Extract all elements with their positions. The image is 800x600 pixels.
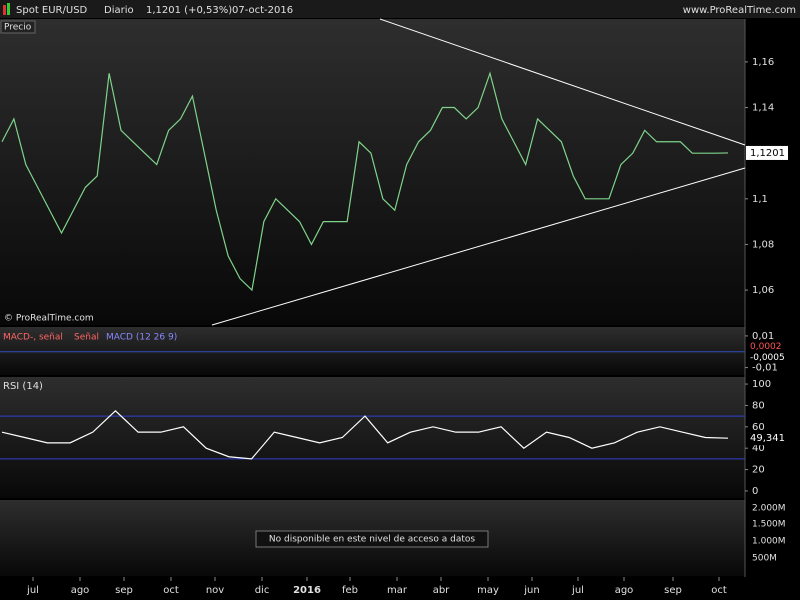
last-value-box xyxy=(746,431,788,446)
macd-panel xyxy=(0,327,745,375)
x-tick-label: sep xyxy=(664,585,682,596)
label-box xyxy=(0,20,36,34)
y-tick-label: 20 xyxy=(752,465,765,476)
x-tick-label: ago xyxy=(71,585,90,596)
trend-line xyxy=(211,167,746,326)
x-tick-label: feb xyxy=(342,585,358,596)
x-tick-label: sep xyxy=(115,585,133,596)
y-tick-label: 2.000M xyxy=(752,504,786,514)
series-line xyxy=(1,409,729,460)
price-panel xyxy=(0,19,745,325)
y-tick-label: 100 xyxy=(752,379,771,390)
x-tick-label: dic xyxy=(255,585,270,596)
y-tick-label: 1.500M xyxy=(752,520,786,530)
macd-label: Señal xyxy=(74,333,99,343)
x-tick-label: mar xyxy=(387,585,408,596)
x-tick-label: jul xyxy=(26,585,39,596)
x-tick-label: abr xyxy=(433,585,450,596)
x-tick-label: oct xyxy=(163,585,179,596)
watermark: © ProRealTime.com xyxy=(4,314,94,324)
y-tick-label: 80 xyxy=(752,400,765,411)
y-tick-label: -0,01 xyxy=(752,363,778,374)
panel-label: Precio xyxy=(4,23,32,33)
y-tick-label: 1.000M xyxy=(752,537,786,547)
message-box xyxy=(255,530,489,548)
rsi-panel xyxy=(0,377,745,498)
last-value: 49,341 xyxy=(750,433,785,444)
last-value-box xyxy=(746,145,788,160)
site: www.ProRealTime.com xyxy=(683,5,796,16)
x-tick-label: ago xyxy=(615,585,634,596)
macd-label: MACD (12 26 9) xyxy=(106,333,177,343)
icon xyxy=(3,5,6,15)
macd-label: MACD-, señal xyxy=(3,333,63,343)
y-tick-label: 40 xyxy=(752,443,765,454)
header-bar xyxy=(0,0,800,18)
period: Diario xyxy=(104,5,134,16)
x-tick-label: oct xyxy=(711,585,727,596)
x-tick-label: may xyxy=(477,585,499,596)
panel-label: RSI (14) xyxy=(3,381,43,392)
instrument: Spot EUR/USD xyxy=(16,5,88,16)
date: 07-oct-2016 xyxy=(232,5,293,16)
message: No disponible en este nivel de acceso a … xyxy=(269,535,475,545)
last-value: 1,1201 xyxy=(750,148,785,159)
icon xyxy=(7,3,10,15)
y-tick-label: 1,1 xyxy=(752,194,768,205)
y-tick-label: 500M xyxy=(752,554,777,564)
price: 1,1201 (+0,53%) xyxy=(146,5,232,16)
y-tick-label: 1,06 xyxy=(752,285,774,296)
x-tick-label: jun xyxy=(523,585,539,596)
macd-value: 0,0002 xyxy=(750,342,782,352)
series-line xyxy=(1,71,729,292)
x-tick-label: nov xyxy=(206,585,224,596)
trend-line xyxy=(379,18,746,146)
x-tick-label: 2016 xyxy=(293,585,321,596)
y-tick-label: 1,08 xyxy=(752,239,774,250)
y-tick-label: 1,16 xyxy=(752,57,774,68)
x-tick-label: jul xyxy=(571,585,584,596)
y-tick-label: 1,14 xyxy=(752,103,774,114)
y-tick-label: 60 xyxy=(752,422,765,433)
y-tick-label: 0,01 xyxy=(752,331,774,342)
y-tick-label: 0 xyxy=(752,486,758,497)
macd-value: -0,0005 xyxy=(750,353,785,363)
